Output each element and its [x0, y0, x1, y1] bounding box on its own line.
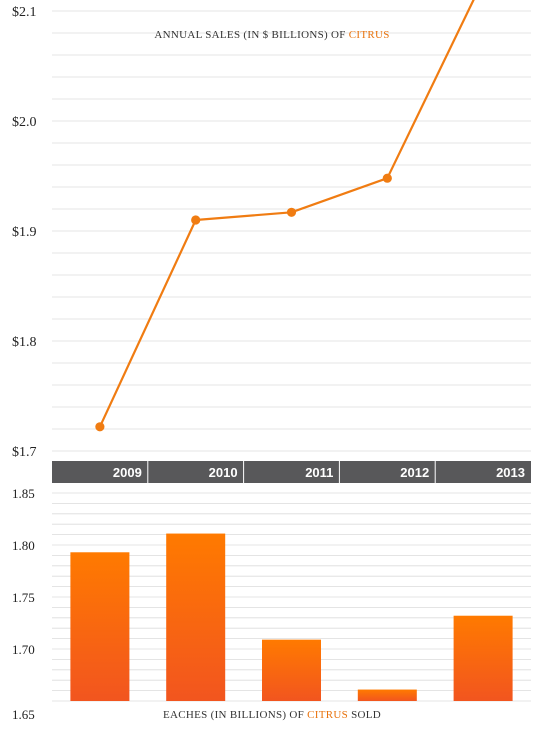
line-point-2012 [382, 173, 392, 183]
line-y-tick-label: $1.8 [12, 335, 37, 350]
bar-chart-y-ticks: 1.85 1.80 1.75 1.70 1.65 [12, 486, 35, 722]
line-y-tick-label: $1.7 [12, 445, 37, 460]
bar-chart-bars [70, 533, 513, 701]
line-y-tick-label: $2.1 [12, 5, 37, 20]
year-label-2012: 2012 [400, 465, 429, 480]
year-label-2013: 2013 [496, 465, 525, 480]
year-label-2011: 2011 [305, 465, 333, 480]
line-chart-title-highlight: CITRUS [349, 29, 390, 41]
bar-2010 [166, 533, 226, 701]
line-chart-y-ticks: $2.1 $2.0 $1.9 $1.8 $1.7 [12, 5, 37, 460]
year-label-2009: 2009 [113, 465, 142, 480]
line-chart-gridlines [52, 10, 531, 452]
bar-chart-title-highlight: CITRUS [307, 709, 348, 721]
line-chart-title-text: ANNUAL SALES (IN $ BILLIONS) OF [154, 29, 348, 41]
bar-2013 [453, 615, 513, 701]
bar-y-tick-label: 1.70 [12, 642, 35, 657]
line-chart-title: ANNUAL SALES (IN $ BILLIONS) OF CITRUS [154, 29, 389, 41]
bar-y-tick-label: 1.75 [12, 590, 35, 605]
line-point-2010 [191, 215, 201, 225]
line-point-2009 [95, 422, 105, 432]
bar-2009 [70, 552, 130, 701]
bar-2011 [262, 639, 321, 701]
line-chart-series [95, 0, 475, 432]
bar-y-tick-label: 1.85 [12, 486, 35, 501]
year-label-2010: 2010 [209, 465, 238, 480]
bar-chart-title-suffix: SOLD [348, 709, 381, 721]
line-y-tick-label: $1.9 [12, 225, 37, 240]
year-band-background [52, 461, 531, 483]
bar-chart-title-text: EACHES (IN BILLIONS) OF [163, 709, 307, 721]
bar-2012 [357, 689, 417, 701]
line-point-2011 [286, 207, 297, 217]
bar-chart-title: EACHES (IN BILLIONS) OF CITRUS SOLD [163, 709, 381, 721]
year-band: 2009 2010 2011 2012 2013 [52, 461, 531, 483]
bar-y-tick-label: 1.80 [12, 538, 35, 553]
bar-y-tick-label: 1.65 [12, 707, 35, 722]
line-y-tick-label: $2.0 [12, 115, 37, 130]
